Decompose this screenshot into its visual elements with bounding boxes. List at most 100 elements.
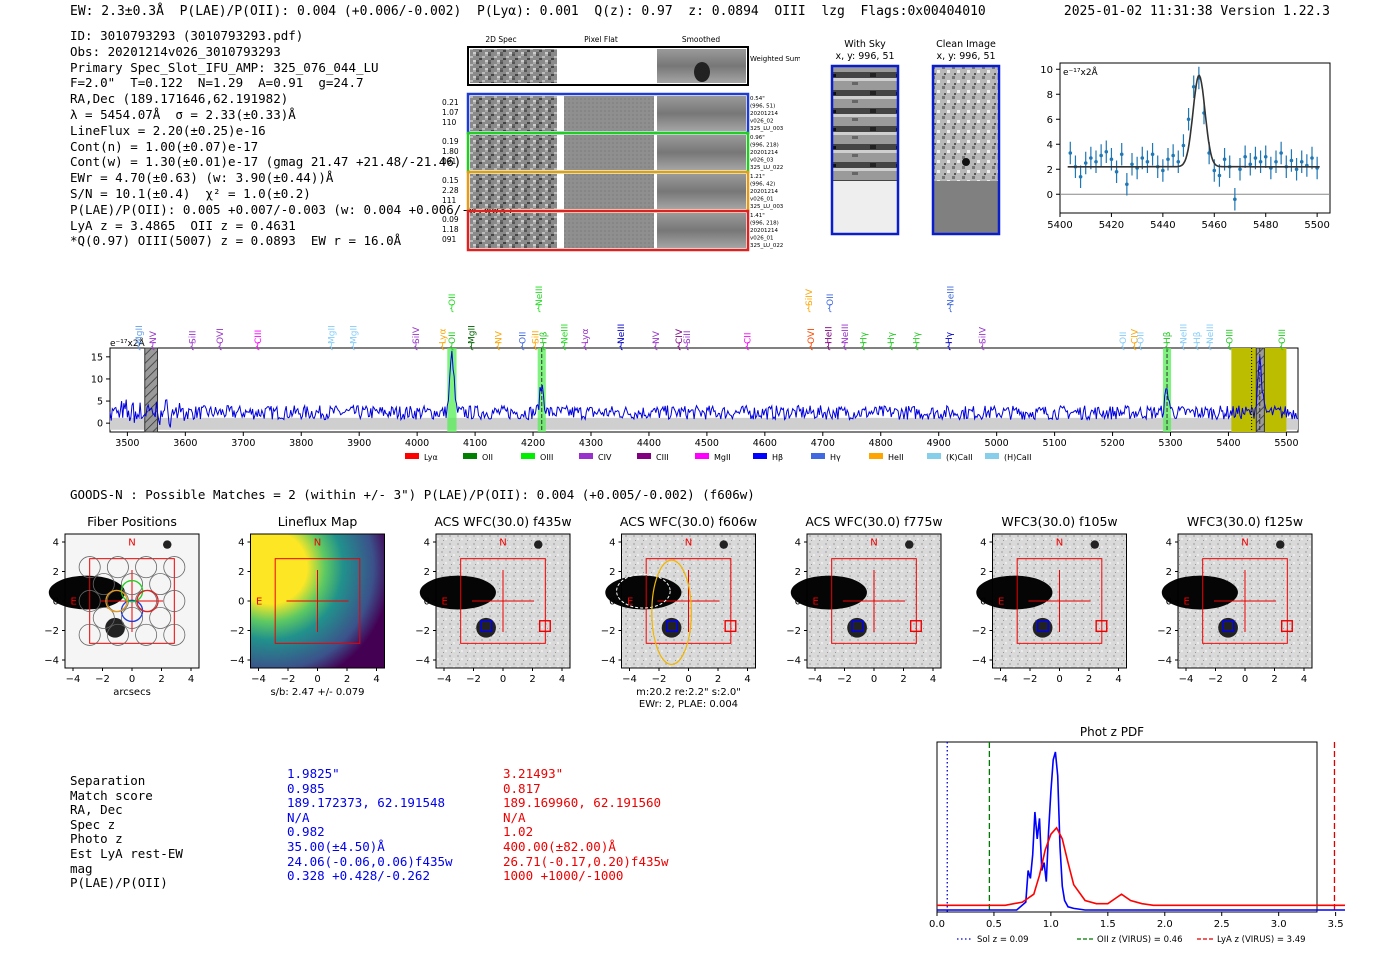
fullspec-line-label: Hγ [945, 331, 955, 344]
zoom-data-point [1083, 161, 1088, 165]
match1-value: N/A [287, 809, 310, 825]
fullspec-line-label: HeII [825, 326, 835, 344]
timestamp-text: 2025-01-02 11:31:38 [1063, 4, 1213, 19]
match1-values: 1.9825" 0.985 189.172373, 62.191548 N/A … [287, 766, 453, 884]
match2-value: 0.817 [503, 780, 541, 796]
spec-row-right-text: 325_LU_022 [750, 243, 783, 249]
panel-fiber [163, 556, 186, 579]
fullspec-xtick-label: 5400 [1216, 438, 1240, 449]
fullspec-line-marker: { [520, 342, 526, 352]
spec-row-smoothed [657, 174, 746, 209]
zoom-xtick-label: 5400 [1047, 220, 1072, 231]
panel-xtick-label: 0 [500, 674, 506, 685]
spec-row-pixelflat [564, 96, 654, 131]
col-label-smoothed: Smoothed [682, 35, 721, 44]
panel-ytick-label: 0 [795, 597, 801, 608]
panel-ytick-label: −4 [601, 656, 616, 667]
panel-galaxy [419, 575, 496, 610]
panel-xlabel: s/b: 2.47 +/- 0.079 [270, 687, 364, 698]
fullspec-line-marker: { [1132, 342, 1138, 352]
panel-fiber [163, 590, 186, 612]
panel-search-box [831, 558, 917, 644]
fullspec-xtick-label: 4700 [811, 438, 835, 449]
match1-value: 189.172373, 62.191548 [287, 795, 446, 811]
clean-image-title: Clean Image [936, 39, 996, 50]
info-line: RA,Dec (189.171646,62.191982) [70, 91, 289, 107]
fullspec-line-label: SiIV [805, 288, 815, 306]
fullspec-xtick-label: 3800 [289, 438, 313, 449]
fullspec-line-label: Hγ [887, 331, 897, 344]
fullspec-line-marker: { [1207, 342, 1213, 352]
spec2d-panel: 2D Spec Pixel Flat Smoothed Weighted Sum… [442, 35, 800, 252]
zoom-data-point [1274, 159, 1278, 164]
panel-ytick-label: 2 [795, 567, 801, 578]
panel-ytick-label: 4 [609, 538, 615, 549]
panel-search-box [1016, 558, 1103, 644]
zoom-data-point [1130, 162, 1134, 167]
panel-fiber [106, 623, 129, 646]
zoom-data-point [1119, 152, 1124, 157]
weighted-sum-2dspec [470, 49, 557, 83]
col-label-2dspec: 2D Spec [485, 35, 516, 44]
fullspec-line-marker: { [1180, 342, 1186, 352]
panel-fiber-highlight [105, 589, 128, 613]
fullspec-line-marker: { [860, 342, 866, 352]
match2-values: 3.21493" 0.817 189.169960, 62.191560 N/A… [503, 766, 669, 884]
match1-value: 35.00(±4.50)Å [287, 838, 385, 854]
panel-search-box [645, 558, 732, 644]
fullspec-line-marker: { [980, 342, 986, 352]
match2-value: 189.169960, 62.191560 [503, 795, 662, 811]
panel-east-label: E [1184, 597, 1190, 608]
zoom-data-point [1171, 153, 1175, 158]
spec-row-smoothed [657, 135, 746, 170]
fullspec-xtick-label: 4400 [637, 438, 661, 449]
panel-fiber [135, 556, 158, 579]
panel-ytick-label: 2 [609, 567, 615, 578]
panel-xtick-label: 2 [1271, 674, 1277, 685]
clean-image-coords: x, y: 996, 51 [936, 51, 995, 62]
panel-ytick-label: −2 [601, 626, 616, 637]
info-line: Primary Spec_Slot_IFU_AMP: 325_076_044_L… [70, 59, 379, 75]
panel-match2-box [1280, 620, 1293, 633]
zoom-ylabel: e⁻¹⁷x2Å [1063, 66, 1099, 78]
spec-row-left-text: 1.18 [442, 225, 459, 234]
fullspec-line-label: CIV [1131, 328, 1141, 344]
panel-north-label: N [870, 537, 877, 548]
photz-xtick-label: 0.0 [929, 919, 945, 930]
detection-info: ID: 3010793293 (3010793293.pdf) Obs: 202… [70, 28, 514, 249]
panel-east-label: E [442, 597, 448, 608]
panel-fiber [92, 573, 115, 596]
zoom-data-point [1150, 152, 1155, 157]
fullspec-line-label: OII [1136, 332, 1146, 344]
zoom-data-point [1217, 173, 1222, 178]
panel-xtick-label: 0 [314, 674, 320, 685]
photz-series-line [937, 751, 1345, 911]
fullspec-line-label: Lyα [581, 328, 591, 344]
fullspec-legend-label: Lyα [424, 453, 438, 462]
panel-xtick-label: 0 [871, 674, 877, 685]
zoom-data-point [1238, 167, 1242, 172]
fullspec-xtick-label: 4300 [579, 438, 603, 449]
weighted-sum-blob [694, 62, 710, 82]
panel-xtick-label: 4 [559, 674, 565, 685]
panel-title: ACS WFC(30.0) f775w [805, 514, 942, 529]
fullspec-legend-swatch [521, 453, 535, 459]
panel-star [1090, 540, 1099, 549]
fullspec-legend-label: CIV [598, 453, 612, 462]
panel-ytick-label: −4 [44, 656, 59, 667]
panel-galaxy [790, 575, 867, 610]
spec-row-right-text: (996, 218) [750, 143, 779, 149]
panel-xtick-label: −4 [808, 674, 823, 685]
panel-xtick-label: −2 [1208, 674, 1223, 685]
fullspec-line-label: OII [826, 294, 836, 306]
header-summary: EW: 2.3±0.3Å P(LAE)/P(OII): 0.004 (+0.00… [70, 4, 986, 19]
match2-value: N/A [503, 809, 526, 825]
fullspec-line-label: NV [494, 330, 504, 344]
fullspec-line-label: Hγ [913, 331, 923, 344]
info-line: LyA z = 3.4865 OII z = 0.4631 [70, 217, 296, 233]
info-line: S/N = 10.1(±0.4) χ² = 1.0(±0.2) [70, 185, 311, 201]
fullspec-xtick-label: 4900 [927, 438, 951, 449]
panel-east-label: E [627, 597, 633, 608]
imaging-panels: Fiber Positions N E 4 2 0 −2 −4 −4 −2 0 2 4 arcsecs Li… [44, 514, 1313, 710]
fullspec-line-label: SiII [531, 330, 541, 344]
